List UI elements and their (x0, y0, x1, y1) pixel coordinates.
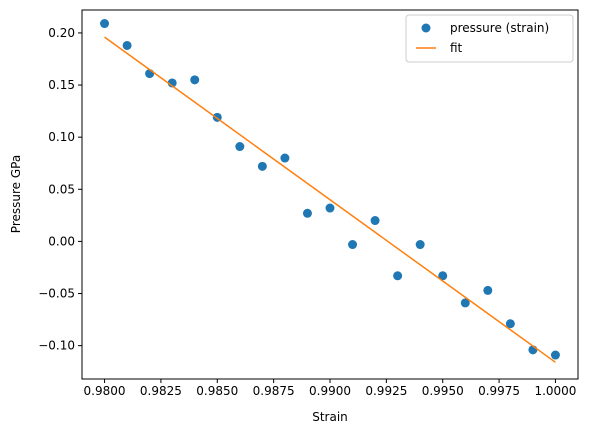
data-point (483, 285, 493, 295)
x-axis: 0.9800 0.9825 0.9850 0.9875 0.9900 0.9925 0.99… (84, 379, 576, 398)
y-axis-label: Pressure GPa (9, 155, 23, 233)
data-point (348, 240, 358, 250)
plot-area: 0.9800 0.9825 0.9850 0.9875 0.9900 0.9925 0.99… (38, 9, 579, 398)
legend-marker-swatch (421, 23, 431, 33)
data-point (122, 40, 132, 50)
x-tick-label: 0.9825 (140, 384, 182, 398)
x-tick-label: 0.9875 (253, 384, 295, 398)
x-tick-label: 0.9950 (422, 384, 464, 398)
data-point (167, 78, 177, 88)
y-tick-label: 0.00 (48, 234, 75, 248)
y-tick-label: 0.05 (48, 182, 75, 196)
x-tick-label: 0.9925 (365, 384, 407, 398)
fit-line (104, 36, 556, 363)
data-point (415, 240, 425, 250)
data-point (190, 75, 200, 85)
series-layer (100, 19, 560, 363)
x-axis-label: Strain (312, 410, 348, 424)
y-tick-label: −0.05 (38, 287, 75, 301)
data-point (100, 19, 110, 29)
y-tick-label: 0.15 (48, 78, 75, 92)
data-point (438, 271, 448, 281)
data-point (460, 298, 470, 308)
legend-label: fit (450, 41, 463, 55)
data-point (393, 271, 403, 281)
x-tick-label: 0.9850 (196, 384, 238, 398)
legend: pressure (strain) fit (405, 14, 574, 63)
x-tick-label: 0.9800 (84, 384, 126, 398)
data-point (257, 161, 267, 171)
data-point (235, 142, 245, 152)
data-point (325, 203, 335, 213)
x-tick-label: 0.9975 (478, 384, 520, 398)
data-point (280, 153, 290, 163)
y-tick-label: 0.10 (48, 130, 75, 144)
x-tick-label: 0.9900 (309, 384, 351, 398)
y-tick-label: 0.20 (48, 26, 75, 40)
y-tick-label: −0.10 (38, 339, 75, 353)
data-point (370, 216, 380, 226)
data-point (302, 208, 312, 218)
x-tick-label: 1.0000 (534, 384, 576, 398)
legend-box (405, 14, 574, 63)
data-point (505, 319, 515, 329)
y-axis: −0.10 −0.05 0.00 0.05 0.10 0.15 0.20 (38, 26, 82, 353)
legend-label: pressure (strain) (450, 21, 549, 35)
data-point (550, 350, 560, 360)
